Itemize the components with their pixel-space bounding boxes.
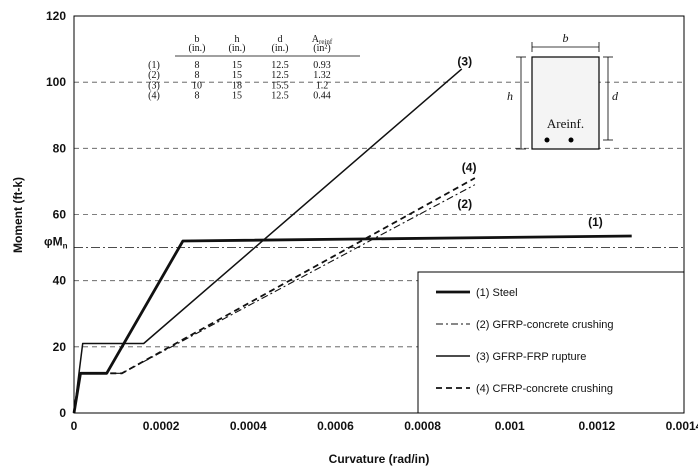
table-unit: (in.) — [272, 43, 289, 54]
table-header: h — [235, 34, 240, 45]
x-tick-label: 0 — [71, 419, 78, 433]
y-tick-label: 20 — [53, 340, 67, 354]
table-cell: (3) — [148, 80, 160, 91]
plot-frame — [73, 15, 685, 414]
series-tag-3: (3) — [457, 55, 472, 69]
table-cell: 0.93 — [313, 60, 331, 71]
table-cell: 8 — [195, 70, 200, 81]
phi-mn-reference: φMn — [44, 235, 684, 251]
section-rect — [531, 56, 600, 150]
series-line-2 — [73, 184, 476, 414]
table-cell: 15.5 — [271, 80, 289, 91]
y-tick-label: 80 — [53, 141, 67, 155]
table-cell: 8 — [195, 60, 200, 71]
table-cell: 8 — [195, 91, 200, 102]
table-cell: 1.2 — [316, 80, 329, 91]
y-tick-label: 40 — [53, 274, 67, 288]
series-tag-2: (2) — [457, 197, 472, 211]
series-tag-4: (4) — [462, 160, 477, 174]
table-header: d — [278, 34, 283, 45]
y-tick-label: 0 — [59, 406, 66, 420]
series-tag-1: (1) — [588, 215, 603, 229]
x-tick-label: 0.0002 — [143, 419, 180, 433]
legend-label-2: (2) GFRP-concrete crushing — [476, 319, 614, 331]
legend-label-3: (3) GFRP-FRP rupture — [476, 351, 586, 363]
legend: (1) Steel (2) GFRP-concrete crushing (3) G… — [417, 271, 685, 414]
tick-labels: 0 0.0002 0.0004 0.0006 0.0008 0.001 0.0012 0.00… — [46, 9, 698, 433]
dim-h-label: h — [507, 89, 513, 103]
phi-mn-label: φMn — [44, 235, 68, 251]
table-cell: 12.5 — [271, 60, 289, 71]
table-header: b — [195, 34, 200, 45]
table-cell: 10 — [192, 80, 202, 91]
x-tick-label: 0.0006 — [317, 419, 354, 433]
y-axis-title: Moment (ft-k) — [11, 177, 25, 253]
table-unit: (in²) — [313, 43, 330, 54]
x-tick-label: 0.0004 — [230, 419, 267, 433]
x-tick-label: 0.001 — [495, 419, 525, 433]
table-cell: 15 — [232, 60, 242, 71]
cross-section-sketch: b h d Areinf. — [507, 31, 619, 150]
y-tick-label: 100 — [46, 75, 66, 89]
y-tick-label: 60 — [53, 208, 67, 222]
x-tick-label: 0.0014 — [666, 419, 698, 433]
table-cell: 1.32 — [313, 70, 331, 81]
table-cell: (4) — [148, 91, 160, 102]
table-cell: 0.44 — [313, 91, 331, 102]
section-properties-table: b h d Areinf(in.) (in.) (in.) (in²)(1) 8 15 12.5 0… — [148, 34, 360, 102]
rebar-dot — [544, 137, 550, 143]
series-tags: (1) (2) (3) (4) — [457, 55, 602, 229]
table-cell: 15 — [232, 91, 242, 102]
dim-b-label: b — [563, 31, 569, 45]
x-axis-title: Curvature (rad/in) — [329, 452, 430, 466]
table-cell: 15 — [232, 70, 242, 81]
table-cell: (1) — [148, 60, 160, 71]
x-tick-label: 0.0012 — [579, 419, 616, 433]
y-tick-label: 120 — [46, 9, 66, 23]
data-series — [72, 68, 632, 414]
legend-label-1: (1) Steel — [476, 287, 518, 299]
legend-label-4: (4) CFRP-concrete crushing — [476, 383, 613, 395]
table-cell: 18 — [232, 80, 242, 91]
areinf-label: Areinf. — [547, 116, 584, 131]
x-tick-label: 0.0008 — [404, 419, 441, 433]
table-unit: (in.) — [229, 43, 246, 54]
rebar-dot — [568, 137, 574, 143]
table-unit: (in.) — [189, 43, 206, 54]
dim-d-label: d — [612, 89, 619, 103]
series-line-4 — [73, 177, 476, 414]
table-cell: 12.5 — [271, 70, 289, 81]
table-cell: (2) — [148, 70, 160, 81]
series-line-3 — [73, 68, 463, 414]
table-cell: 12.5 — [271, 91, 289, 102]
